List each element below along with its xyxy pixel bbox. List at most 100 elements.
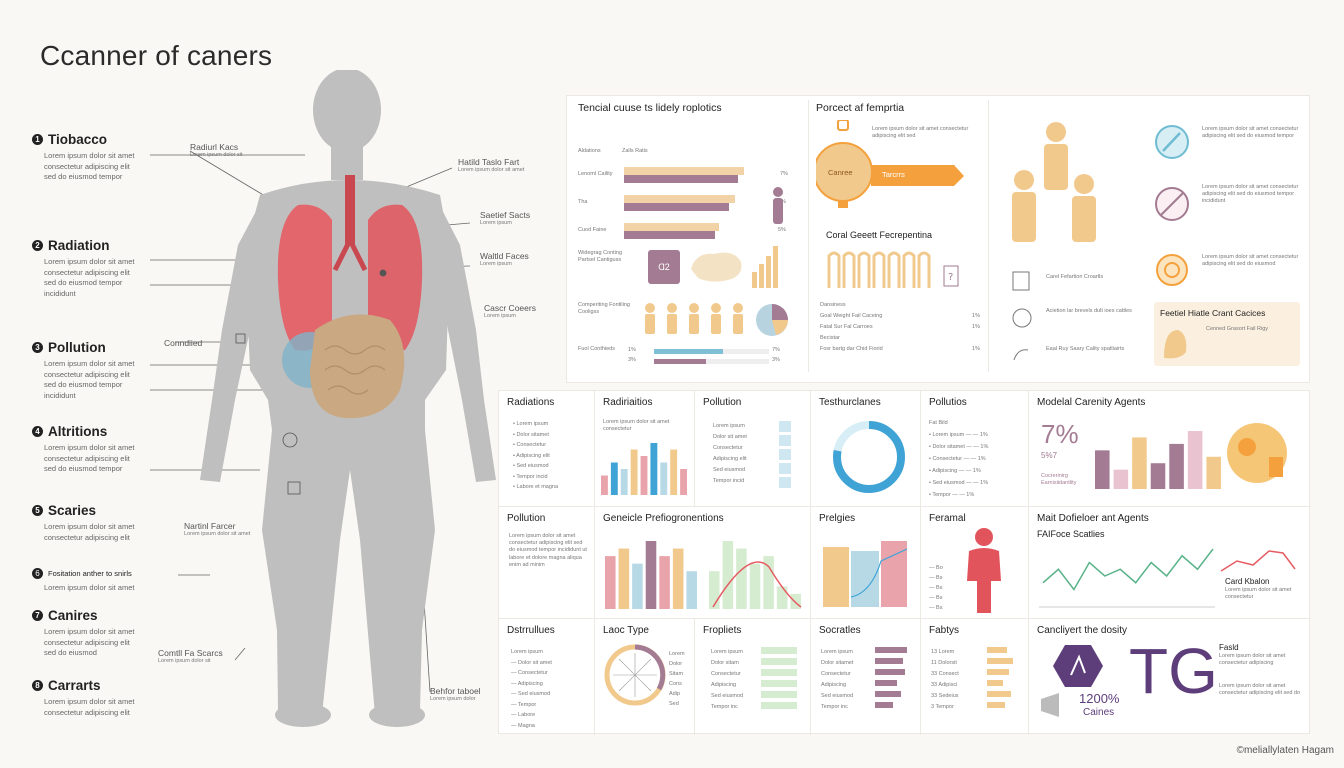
chart-bars-r1	[601, 443, 687, 495]
risk-row: Fatal Sur Fal Carroes 1%	[820, 324, 980, 330]
factor-fositation: 6 Fositation anther to snirls Lorem ipsum…	[32, 568, 207, 594]
chart-bar	[680, 469, 687, 495]
cell-prelgies: Prelgies	[811, 507, 921, 619]
people-label: Carel Fefartion Croartls	[1046, 274, 1104, 280]
risk-list: Dansiness Goal Weight Fail Caceing 1% Fat…	[820, 302, 980, 357]
label-cascr-coeers: Cascr Coeers Lorem ipsum	[484, 303, 536, 319]
chart-bar	[776, 586, 788, 609]
cell-testhurclanes: Testhurclanes	[811, 391, 921, 507]
sub-stat: 5%7	[1041, 451, 1058, 460]
risk-row: Goal Weight Fail Caceing 1%	[820, 313, 980, 319]
factor-num: 7	[32, 610, 43, 621]
chart-bar	[650, 443, 658, 495]
col-header-a: Aldations	[578, 148, 601, 154]
chart-bar	[660, 462, 668, 495]
factor-scaries: 5 Scaries Lorem ipsum dolor sit amet cons…	[32, 503, 207, 543]
chart-bar	[722, 541, 734, 609]
hand-icon	[1013, 349, 1029, 361]
factor-body: Lorem ipsum dolor sit amet consectetur a…	[44, 443, 135, 473]
label-radiurl-kacs: Radiurl Kacs Lorem ipsum dolor sit	[190, 142, 243, 158]
label-nartinl-farcer: Nartinl Farcer Lorem ipsum dolor sit amet	[184, 521, 251, 537]
factor-title: Tiobacco	[48, 132, 108, 147]
chart-bar	[1150, 463, 1166, 489]
sun-desc: Lorem ipsum dolor sit amet consectetur a…	[1202, 254, 1299, 268]
chart-bar	[632, 563, 643, 609]
stat-note: Fasld	[1219, 643, 1239, 652]
callout-title: Feetiel Hiatle Crant Cacices	[1160, 308, 1266, 318]
bar-fill-2	[624, 175, 739, 183]
bar-pct: 5%	[778, 227, 786, 234]
factor-num: 4	[32, 426, 43, 437]
risk-row: Fosr bartg dar Chid Fiorid 1%	[820, 346, 980, 352]
row2-label: Widegrag Conting Partsel Cantiguss	[578, 250, 623, 264]
chart-bar	[709, 571, 720, 609]
label-waltld-faces: Waltld Faces Lorem ipsum	[480, 251, 529, 267]
chart-bars-genetic	[605, 541, 697, 609]
bar-row: Cuod Faine 5%	[578, 220, 803, 242]
map-icon	[691, 252, 742, 282]
bar-row: Lenoml Caility 7%	[578, 164, 803, 186]
bar-track	[624, 195, 778, 211]
people-row-icon	[645, 303, 743, 334]
bar-track	[624, 167, 778, 183]
timer-badge-icon	[816, 120, 964, 208]
peach-bars	[987, 647, 1013, 708]
bar-fill-1	[624, 167, 745, 175]
person-icon	[773, 187, 783, 224]
factor-pollution: 3 Pollution Lorem ipsum dolor sit amet co…	[32, 340, 207, 401]
purple-bars	[875, 647, 907, 708]
chart-line-red	[1220, 550, 1296, 572]
cup-icon	[1012, 271, 1030, 291]
col-header-b: Zalls Ratis	[622, 148, 648, 154]
cell-list: • Lorem ipsum • Dolor sitamet • Consectetu…	[513, 421, 559, 490]
big-letters: TG	[1129, 635, 1218, 707]
donut-chart	[833, 421, 905, 493]
factor-title: Canires	[48, 608, 98, 623]
panel-title: Tencial cuuse ts lidely roplotics	[578, 102, 722, 114]
progress-row: 1% 7%	[628, 347, 780, 354]
cell-cancliyert: Cancliyert the dosity 1200% Caines TG Fa…	[1029, 619, 1311, 735]
factor-title: Radiation	[48, 238, 110, 253]
chart-bar	[763, 556, 774, 609]
factor-tobacco: 1 Tiobacco Lorem ipsum dolor sit amet con…	[32, 132, 207, 183]
bar-fill-2	[624, 231, 715, 239]
factor-altritions: 4 Altritions Lorem ipsum dolor sit amet c…	[32, 424, 207, 475]
syringe-desc: Lorem ipsum dolor sit amet consectetur a…	[1202, 126, 1299, 140]
badge-desc: Lorem ipsum dolor sit amet consectetur a…	[872, 126, 969, 140]
bar-label: Lenoml Caility	[578, 171, 613, 178]
bar-label: Cuod Faine	[578, 227, 607, 234]
factor-num: 5	[32, 505, 43, 516]
footer-credit: ©meliallylaten Hagam	[1236, 745, 1334, 756]
chart-bar	[1169, 443, 1184, 489]
lungs-icon	[277, 175, 423, 351]
bar-fill-2	[624, 203, 730, 211]
bottom-grid: Radiations • Lorem ipsum • Dolor sitamet •…	[498, 390, 1311, 735]
hexagon-icon	[1053, 645, 1103, 687]
cell-fropliets: Fropliets Lorem ipsum Dolor sitam Consecte…	[695, 619, 811, 735]
factor-body: Lorem ipsum dolor sit amet consectetur a…	[44, 522, 135, 542]
factor-num: 6	[32, 568, 43, 579]
info-badge: Ɑ2	[648, 250, 680, 284]
factor-num: 8	[32, 680, 43, 691]
row3-label: Comperiting Fontiling Cooligss	[578, 302, 630, 316]
panel-people: Lorem ipsum dolor sit amet consectetur a…	[996, 102, 1306, 372]
megaphone-icon	[1041, 693, 1059, 717]
digestive-organs-icon	[282, 314, 405, 419]
panel-causes: Tencial cuuse ts lidely roplotics Aldati…	[578, 102, 803, 372]
label-behfor-taboel: Behfor taboel Lorem ipsum dolor	[430, 686, 481, 702]
wheel-chart	[604, 644, 666, 706]
chart-note: Card Kbalon	[1225, 577, 1270, 586]
small-pie-chart	[756, 304, 788, 336]
chart-bar	[620, 469, 628, 495]
callout-box: Feetiel Hiatle Crant Cacices Cenned Gras…	[1154, 302, 1300, 366]
factor-radiation: 2 Radiation Lorem ipsum dolor sit amet co…	[32, 238, 207, 299]
food-icon	[1227, 423, 1287, 483]
big-stat: 7%	[1041, 419, 1079, 449]
factor-title: Scaries	[48, 503, 97, 518]
human-body-diagram	[150, 70, 496, 727]
stat-note: Cocrerinirg Earnisiidantlity	[1041, 473, 1077, 487]
mini-bar-chart	[752, 246, 778, 288]
chart-bar	[610, 462, 618, 495]
chart-bar	[736, 548, 747, 609]
cell-radiations: Radiations • Lorem ipsum • Dolor sitamet •…	[499, 391, 595, 507]
